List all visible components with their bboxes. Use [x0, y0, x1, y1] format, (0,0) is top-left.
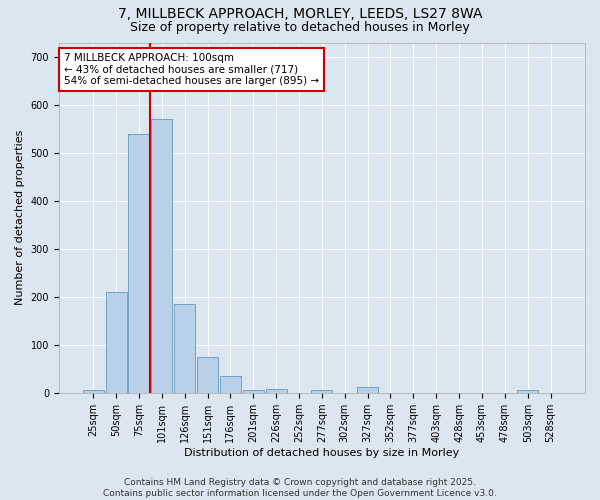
Bar — [243, 390, 264, 392]
Bar — [151, 120, 172, 392]
Bar — [174, 304, 195, 392]
Bar — [83, 390, 104, 392]
X-axis label: Distribution of detached houses by size in Morley: Distribution of detached houses by size … — [184, 448, 460, 458]
Bar — [357, 387, 378, 392]
Y-axis label: Number of detached properties: Number of detached properties — [15, 130, 25, 306]
Bar — [220, 376, 241, 392]
Text: 7, MILLBECK APPROACH, MORLEY, LEEDS, LS27 8WA: 7, MILLBECK APPROACH, MORLEY, LEEDS, LS2… — [118, 8, 482, 22]
Bar — [517, 390, 538, 392]
Bar — [266, 389, 287, 392]
Text: Contains HM Land Registry data © Crown copyright and database right 2025.
Contai: Contains HM Land Registry data © Crown c… — [103, 478, 497, 498]
Bar — [106, 292, 127, 392]
Text: Size of property relative to detached houses in Morley: Size of property relative to detached ho… — [130, 21, 470, 34]
Text: 7 MILLBECK APPROACH: 100sqm
← 43% of detached houses are smaller (717)
54% of se: 7 MILLBECK APPROACH: 100sqm ← 43% of det… — [64, 53, 319, 86]
Bar — [197, 356, 218, 392]
Bar — [311, 390, 332, 392]
Bar — [128, 134, 149, 392]
